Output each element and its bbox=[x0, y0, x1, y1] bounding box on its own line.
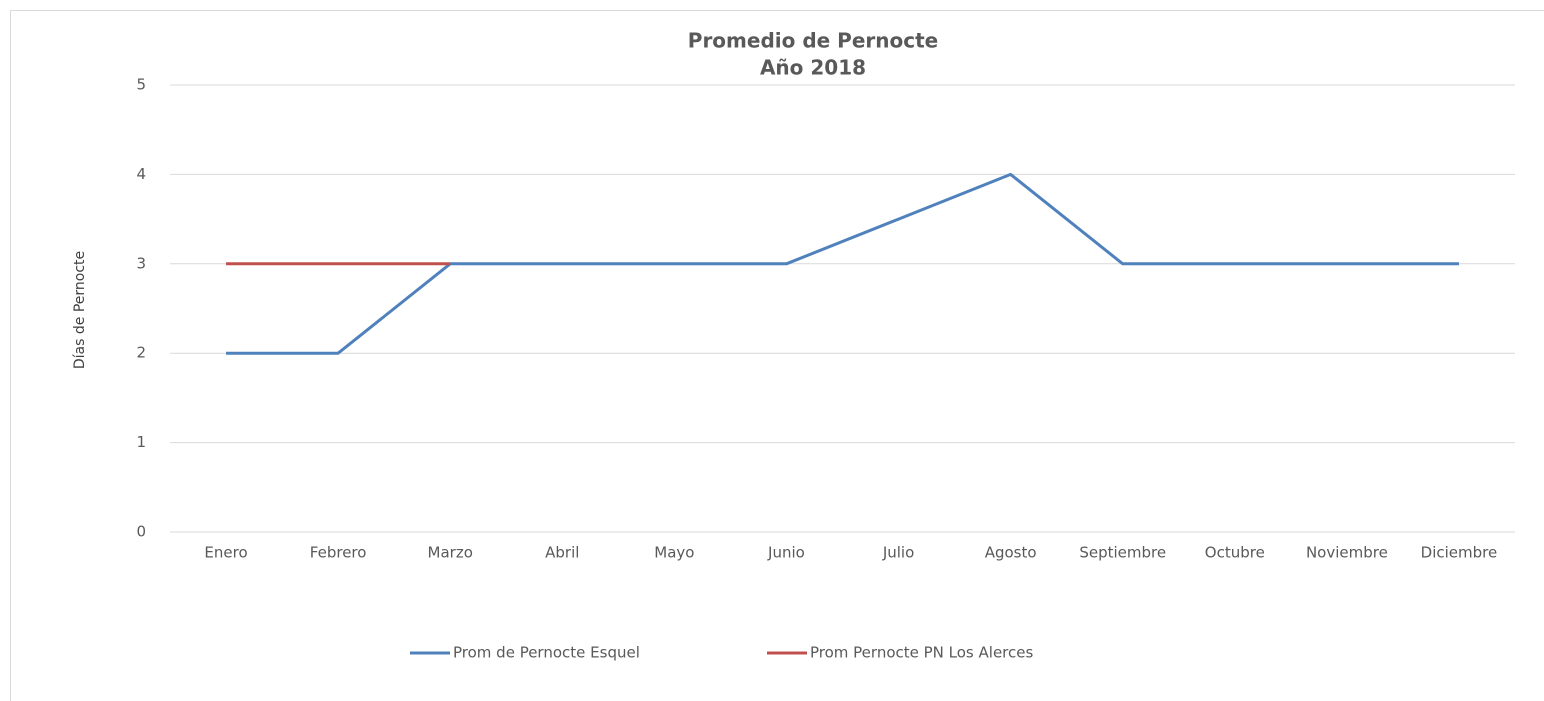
y-tick-label: 2 bbox=[136, 344, 146, 362]
chart-subtitle: Año 2018 bbox=[760, 56, 866, 80]
x-tick-label: Marzo bbox=[428, 544, 473, 562]
chart-title: Promedio de Pernocte bbox=[688, 29, 938, 53]
x-tick-label: Julio bbox=[882, 544, 914, 562]
x-tick-label: Octubre bbox=[1205, 544, 1265, 562]
x-tick-label: Diciembre bbox=[1421, 544, 1498, 562]
x-tick-label: Enero bbox=[204, 544, 247, 562]
y-tick-label: 4 bbox=[136, 165, 146, 183]
x-tick-label: Agosto bbox=[985, 544, 1037, 562]
y-tick-label: 1 bbox=[136, 433, 146, 451]
chart-border bbox=[10, 10, 1544, 701]
x-tick-label: Mayo bbox=[654, 544, 694, 562]
legend-label: Prom Pernocte PN Los Alerces bbox=[810, 644, 1033, 662]
x-tick-label: Junio bbox=[767, 544, 805, 562]
y-tick-label: 5 bbox=[136, 76, 146, 94]
x-tick-label: Febrero bbox=[310, 544, 367, 562]
legend-label: Prom de Pernocte Esquel bbox=[453, 644, 640, 662]
x-tick-label: Abril bbox=[545, 544, 579, 562]
y-tick-label: 3 bbox=[136, 254, 146, 272]
series-line bbox=[226, 172, 1459, 355]
y-tick-label: 0 bbox=[136, 523, 146, 541]
x-tick-label: Septiembre bbox=[1079, 544, 1166, 562]
y-axis-label: Días de Pernocte bbox=[72, 251, 88, 369]
x-tick-label: Noviembre bbox=[1306, 544, 1388, 562]
